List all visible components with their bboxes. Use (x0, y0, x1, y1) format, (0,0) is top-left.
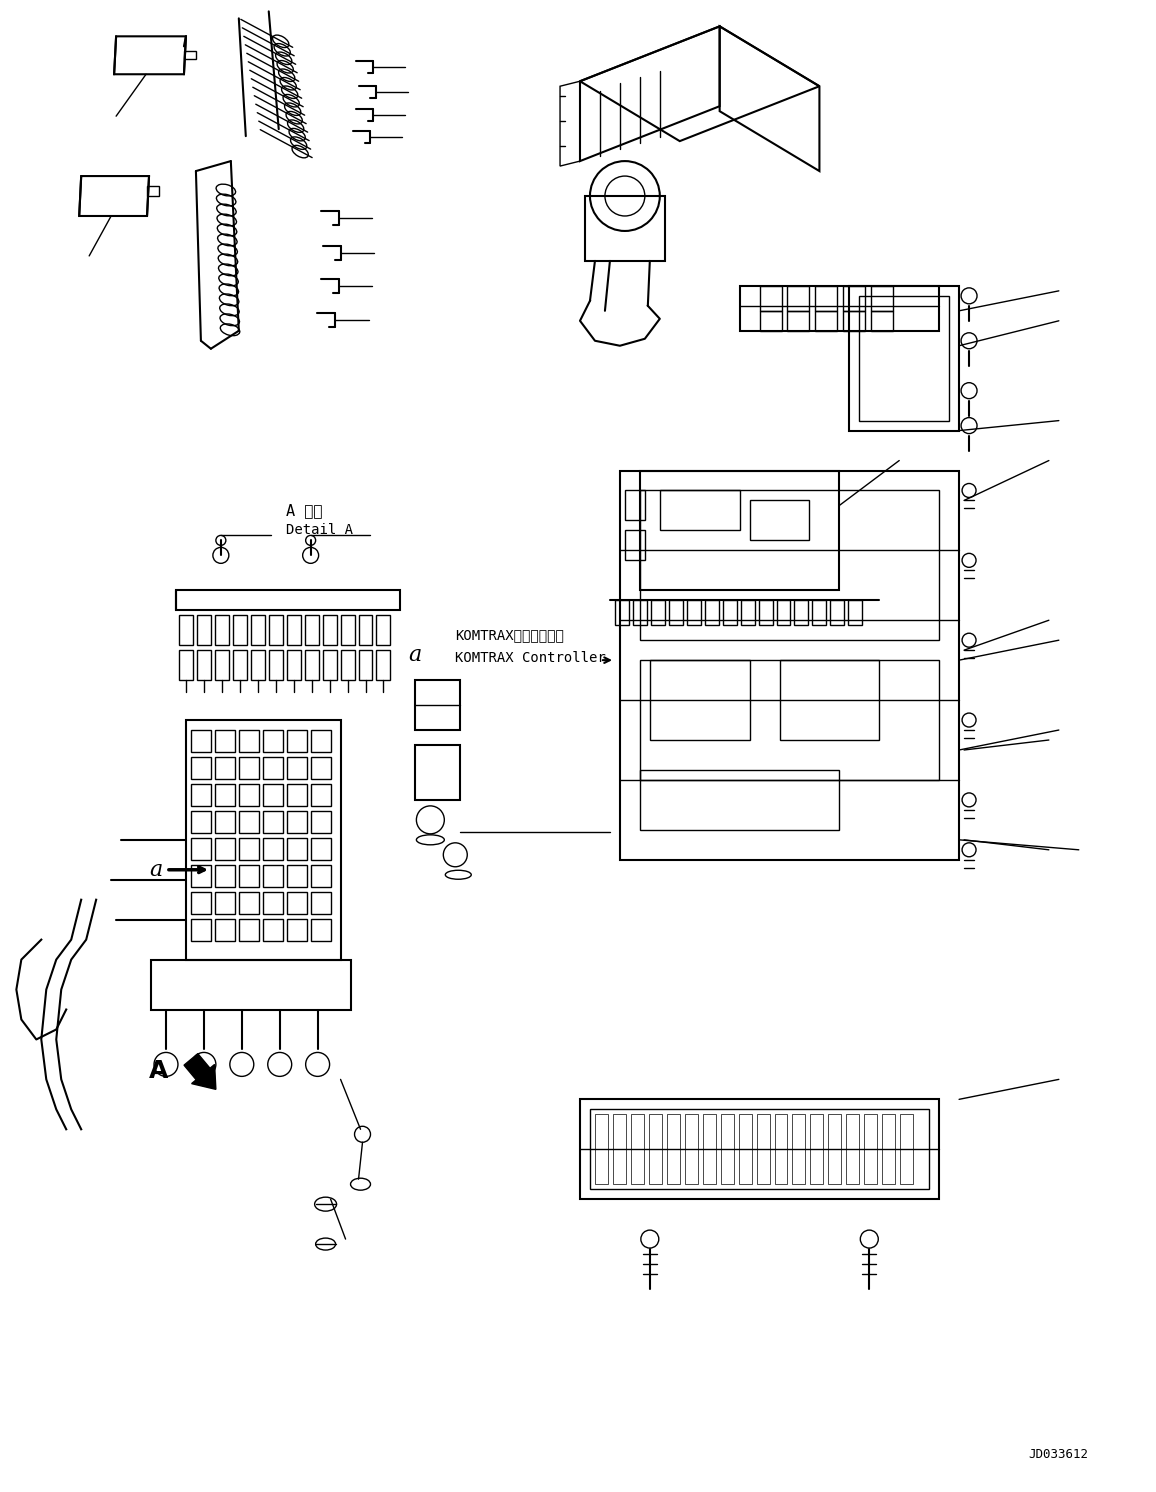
Text: KOMTRAX Controller: KOMTRAX Controller (455, 651, 606, 665)
Text: A: A (149, 1059, 169, 1083)
Text: Detail A: Detail A (286, 524, 353, 537)
Text: A 詳細: A 詳細 (286, 503, 323, 518)
FancyArrow shape (184, 1053, 216, 1089)
Text: a: a (408, 645, 422, 665)
Text: KOMTRAXコントローラ: KOMTRAXコントローラ (455, 628, 564, 642)
Text: a: a (149, 859, 162, 880)
Text: JD033612: JD033612 (1029, 1447, 1089, 1461)
